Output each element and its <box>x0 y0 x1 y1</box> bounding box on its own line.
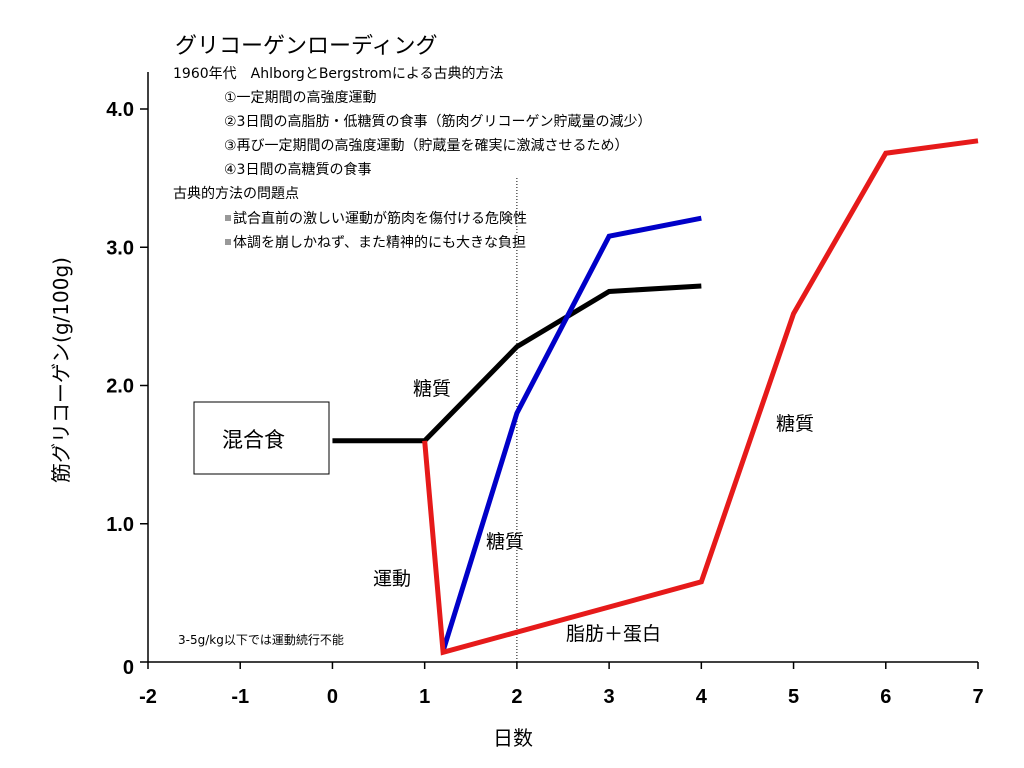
series-lines <box>332 138 979 656</box>
x-tick-label: -1 <box>231 686 249 708</box>
step-4: ④3日間の高糖質の食事 <box>224 161 371 178</box>
carb-label-blue: 糖質 <box>486 531 524 553</box>
x-tick-label: 3 <box>604 686 615 708</box>
x-tick-label: 0 <box>327 686 338 708</box>
x-tick-label: -2 <box>139 686 157 708</box>
y-tick-label: 0 <box>123 657 134 679</box>
carb-label-black: 糖質 <box>413 378 451 400</box>
step-2: ②3日間の高脂肪・低糖質の食事（筋肉グリコーゲン貯蔵量の減少） <box>224 113 651 130</box>
mixed-diet-box <box>193 401 330 475</box>
step-3: ③再び一定期間の高強度運動（貯蔵量を確実に激減させるため） <box>224 137 629 154</box>
x-ticks: -2 -1 0 1 2 3 4 5 6 7 <box>139 662 984 708</box>
series-line-0 <box>332 283 702 444</box>
y-ticks: 0 1.0 2.0 3.0 4.0 <box>106 99 148 679</box>
step-1: ①一定期間の高強度運動 <box>224 89 377 106</box>
problems-title: 古典的方法の問題点 <box>173 186 299 202</box>
y-tick-label: 1.0 <box>106 514 134 536</box>
x-tick-label: 5 <box>788 686 799 708</box>
history-note: 1960年代 AhlborgとBergstromによる古典的方法 <box>173 66 503 82</box>
mixed-diet-label: 混合食 <box>222 428 285 452</box>
y-tick-label: 2.0 <box>106 376 134 398</box>
y-tick-label: 4.0 <box>106 99 134 121</box>
bullet-icon <box>225 239 231 245</box>
x-tick-label: 7 <box>972 686 983 708</box>
series-line-2 <box>422 138 979 656</box>
x-tick-label: 1 <box>419 686 430 708</box>
y-tick-label: 3.0 <box>106 237 134 259</box>
x-tick-label: 2 <box>511 686 522 708</box>
chart-title: グリコーゲンローディング <box>175 34 437 59</box>
x-axis-title: 日数 <box>493 726 533 750</box>
problem-2: 体調を崩しかねず、また精神的にも大きな負担 <box>233 235 526 251</box>
bullet-icon <box>225 215 231 221</box>
x-tick-label: 4 <box>696 686 708 708</box>
fat-protein-label: 脂肪＋蛋白 <box>566 623 661 645</box>
threshold-note: 3-5g/kg以下では運動続行不能 <box>178 633 344 647</box>
exercise-label: 運動 <box>373 568 411 590</box>
series-line-1 <box>440 215 702 652</box>
y-axis-title: 筋グリコーゲン(g/100g) <box>49 257 73 483</box>
carb-label-red: 糖質 <box>776 413 814 435</box>
x-tick-label: 6 <box>880 686 891 708</box>
problem-1: 試合直前の激しい運動が筋肉を傷付ける危険性 <box>233 210 527 227</box>
